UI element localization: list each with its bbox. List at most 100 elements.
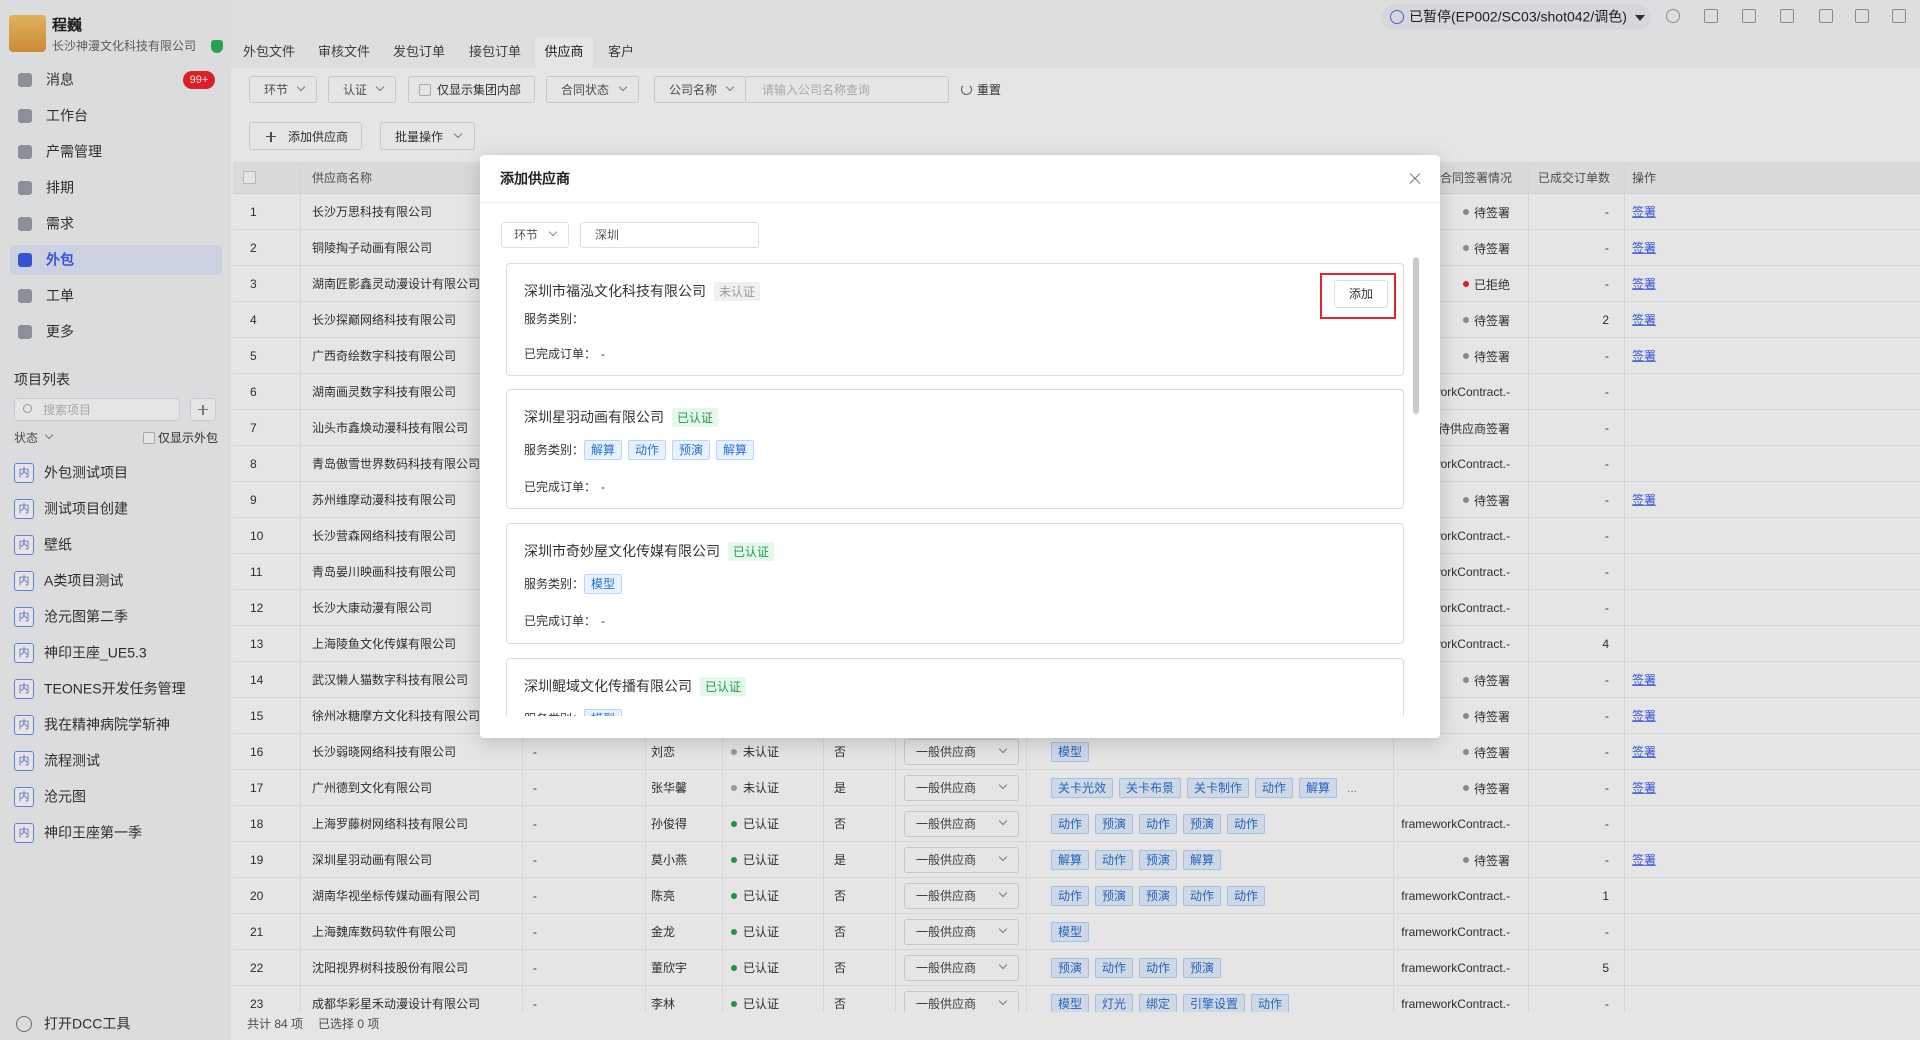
orders-count: - (1605, 420, 1609, 435)
reset-button[interactable]: 重置 (977, 82, 1002, 97)
sign-action[interactable]: 签署 (1632, 780, 1657, 795)
company-field-select[interactable]: 公司名称 (654, 76, 746, 103)
window-icon[interactable] (1742, 9, 1756, 23)
dcc-tool-link[interactable]: 打开DCC工具 (44, 1015, 131, 1032)
nav-item[interactable]: 需求 (46, 215, 74, 232)
project-item[interactable]: 神印王座第一季 (44, 824, 142, 841)
row-index: 2 (250, 240, 257, 255)
sign-action[interactable]: 签署 (1632, 204, 1657, 219)
sign-action[interactable]: 签署 (1632, 276, 1657, 291)
level-select[interactable]: 一般供应商 (904, 991, 1019, 1012)
orders-count: - (1605, 276, 1609, 291)
cert-dot (731, 785, 737, 791)
batch-button[interactable]: 批量操作 (380, 122, 475, 150)
project-item[interactable]: 壁纸 (44, 536, 72, 553)
sign-action[interactable]: 签署 (1632, 708, 1657, 723)
project-item[interactable]: 沧元图第二季 (44, 608, 128, 625)
checkbox[interactable] (143, 432, 155, 444)
contract-status: 待签署 (1473, 853, 1510, 868)
tab[interactable]: 供应商 (544, 44, 584, 60)
window-icon[interactable] (1892, 9, 1906, 23)
window-icon[interactable] (1666, 9, 1680, 23)
sign-action[interactable]: 签署 (1632, 348, 1657, 363)
orders-count: - (1605, 348, 1609, 363)
group-internal: 否 (834, 924, 847, 939)
stage-filter[interactable]: 环节 (249, 76, 317, 103)
nav-item[interactable]: 更多 (46, 323, 74, 340)
column-divider (300, 162, 301, 1012)
modal-stage-filter[interactable]: 环节 (501, 222, 569, 248)
tab[interactable]: 客户 (607, 44, 635, 60)
window-icon[interactable] (1704, 9, 1718, 23)
header-checkbox[interactable] (243, 171, 256, 184)
level-select[interactable]: 一般供应商 (904, 847, 1019, 873)
project-item[interactable]: 神印王座_UE5.3 (44, 644, 147, 661)
modal-search-input[interactable]: 深圳 (580, 222, 759, 248)
sign-action[interactable]: 签署 (1632, 312, 1657, 327)
service-tag: 模型 (584, 574, 623, 594)
nav-icon (18, 145, 32, 159)
nav-icon (18, 217, 32, 231)
window-icon[interactable] (1855, 9, 1869, 23)
status-pill[interactable]: 已暂停(EP002/SC03/shot042/调色) (1381, 4, 1651, 30)
sign-action[interactable]: 签署 (1632, 672, 1657, 687)
supplier-code: - (533, 888, 537, 903)
nav-item[interactable]: 外包 (46, 251, 74, 268)
sign-action[interactable]: 签署 (1632, 492, 1657, 507)
level-select[interactable]: 一般供应商 (904, 775, 1019, 801)
service-tag: 动作 (1139, 958, 1178, 978)
tab[interactable]: 审核文件 (317, 44, 371, 60)
search-placeholder: 搜索项目 (43, 402, 92, 417)
add-button[interactable]: 添加 (1334, 280, 1388, 308)
level-select[interactable]: 一般供应商 (904, 883, 1019, 909)
contract-cell: 待签署 (1393, 230, 1510, 266)
supplier-name: 武汉懒人猫数字科技有限公司 (312, 672, 469, 687)
window-icon[interactable] (1819, 9, 1833, 23)
level-select[interactable]: 一般供应商 (904, 811, 1019, 837)
level-select[interactable]: 一般供应商 (904, 955, 1019, 981)
project-item[interactable]: 沧元图 (44, 788, 86, 805)
close-button[interactable] (1408, 172, 1422, 186)
contract-status-filter[interactable]: 合同状态 (546, 76, 639, 103)
project-item[interactable]: 外包测试项目 (44, 464, 128, 481)
sign-action[interactable]: 签署 (1632, 852, 1657, 867)
status-filter[interactable]: 状态 (14, 430, 39, 445)
add-project-button[interactable] (190, 398, 216, 421)
tab[interactable]: 发包订单 (392, 44, 446, 60)
nav-item[interactable]: 工单 (46, 287, 74, 304)
orders-value: - (601, 479, 605, 494)
orders-count: - (1605, 204, 1609, 219)
nav-item[interactable]: 工作台 (46, 107, 88, 124)
group-only-filter[interactable]: 仅显示集团内部 (408, 76, 535, 103)
cert-dot (731, 1001, 737, 1007)
card-company-name: 深圳鲲域文化传播有限公司 (524, 678, 692, 694)
cert-dot (731, 821, 737, 827)
tab[interactable]: 外包文件 (242, 44, 296, 60)
row-index: 3 (250, 276, 257, 291)
nav-item[interactable]: 排期 (46, 179, 74, 196)
nav-item[interactable]: 消息 (46, 71, 74, 88)
tab[interactable]: 接包订单 (468, 44, 522, 60)
company-input[interactable]: 请输入公司名称查询 (746, 76, 949, 103)
add-supplier-button[interactable]: 添加供应商 (249, 122, 362, 150)
nav-item[interactable]: 产需管理 (46, 143, 102, 160)
level-select[interactable]: 一般供应商 (904, 919, 1019, 945)
contract-cell: 待签署 (1393, 302, 1510, 338)
project-search[interactable]: 搜索项目 (14, 398, 180, 421)
service-tag: 模型 (1051, 994, 1090, 1012)
contract-dot (1462, 497, 1469, 503)
contract-dot (1462, 749, 1469, 755)
project-item[interactable]: 我在精神病院学斩神 (44, 716, 170, 733)
sign-action[interactable]: 签署 (1632, 240, 1657, 255)
card-title-row: 深圳市奇妙屋文化传媒有限公司 已认证 (524, 540, 775, 562)
project-item[interactable]: 流程测试 (44, 752, 100, 769)
level-select[interactable]: 一般供应商 (904, 739, 1019, 765)
project-item[interactable]: 测试项目创建 (44, 500, 128, 517)
sign-action[interactable]: 签署 (1632, 744, 1657, 759)
cert-filter[interactable]: 认证 (328, 76, 396, 103)
nav-icon (18, 181, 32, 195)
project-item[interactable]: TEONES开发任务管理 (44, 680, 186, 697)
window-icon[interactable] (1780, 9, 1794, 23)
project-item[interactable]: A类项目测试 (44, 572, 124, 589)
